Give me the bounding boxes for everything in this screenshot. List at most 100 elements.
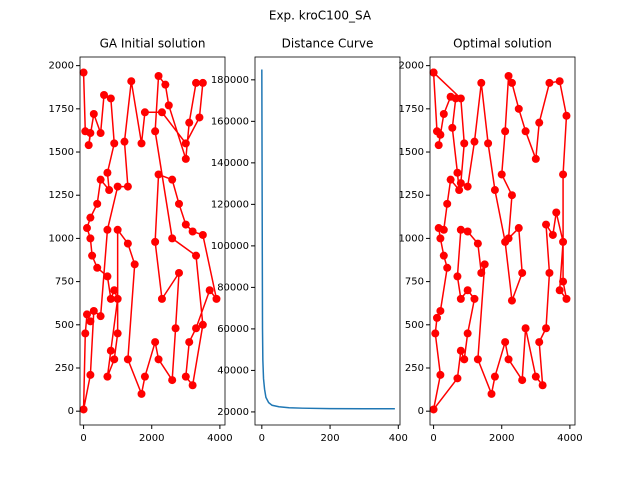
city-marker	[436, 234, 445, 243]
city-marker	[168, 376, 177, 385]
x-tick-label: 4000	[557, 433, 582, 444]
city-marker	[105, 186, 114, 195]
city-marker	[113, 182, 122, 191]
city-marker	[542, 220, 551, 229]
axes-title: Optimal solution	[453, 37, 552, 51]
x-tick-label: 4000	[207, 433, 232, 444]
city-marker	[429, 68, 438, 77]
city-marker	[137, 139, 146, 148]
y-tick-label: 0	[418, 406, 424, 417]
city-marker	[542, 324, 551, 333]
y-tick-label: 1500	[49, 147, 74, 158]
city-marker	[507, 296, 516, 305]
city-marker	[82, 310, 91, 319]
axes-frame	[79, 56, 226, 426]
axes-frame	[429, 56, 576, 426]
city-marker	[198, 78, 207, 87]
city-marker	[463, 227, 472, 236]
city-marker	[559, 277, 568, 286]
city-marker	[501, 338, 510, 347]
series-line	[82, 72, 218, 410]
city-marker	[518, 376, 527, 385]
city-marker	[154, 72, 163, 81]
city-marker	[504, 355, 513, 364]
city-marker	[151, 237, 160, 246]
city-marker	[81, 329, 90, 338]
city-marker	[113, 329, 122, 338]
city-marker	[480, 260, 489, 269]
series-line	[261, 69, 395, 410]
city-marker	[181, 372, 190, 381]
city-marker	[168, 175, 177, 184]
axes-title: Distance Curve	[282, 37, 374, 51]
city-marker	[453, 272, 462, 281]
x-tick-label: 0	[80, 433, 86, 444]
city-marker	[181, 154, 190, 163]
city-marker	[548, 230, 557, 239]
y-tick-label: 1000	[399, 233, 424, 244]
city-marker	[431, 329, 440, 338]
city-marker	[455, 186, 464, 195]
city-marker	[89, 306, 98, 315]
city-marker	[490, 186, 499, 195]
y-tick-label: 140000	[211, 158, 249, 169]
city-marker	[181, 139, 190, 148]
city-marker	[174, 199, 183, 208]
axes-frame	[254, 56, 401, 426]
city-marker	[477, 78, 486, 87]
city-marker	[504, 72, 513, 81]
city-marker	[497, 170, 506, 179]
city-marker	[562, 294, 571, 303]
city-marker	[137, 389, 146, 398]
y-tick-label: 1250	[49, 190, 74, 201]
city-marker	[82, 224, 91, 233]
series-line	[432, 72, 568, 410]
city-marker	[185, 338, 194, 347]
city-marker	[198, 320, 207, 329]
city-marker	[507, 78, 516, 87]
city-marker	[89, 110, 98, 119]
city-marker	[110, 286, 119, 295]
city-marker	[436, 370, 445, 379]
city-marker	[123, 355, 132, 364]
city-marker	[198, 230, 207, 239]
city-marker	[192, 251, 201, 260]
y-tick-label: 1250	[399, 190, 424, 201]
city-marker	[436, 306, 445, 315]
x-tick-label: 200	[321, 433, 340, 444]
city-marker	[443, 263, 452, 272]
city-marker	[140, 108, 149, 117]
city-marker	[120, 137, 129, 146]
city-marker	[484, 139, 493, 148]
city-marker	[93, 263, 102, 272]
y-tick-label: 40000	[217, 365, 249, 376]
city-marker	[434, 141, 443, 150]
city-marker	[443, 199, 452, 208]
city-marker	[110, 139, 119, 148]
y-tick-label: 750	[405, 277, 424, 288]
x-tick-label: 2000	[139, 433, 164, 444]
city-marker	[453, 168, 462, 177]
city-marker	[538, 381, 547, 390]
city-marker	[559, 237, 568, 246]
city-marker	[456, 225, 465, 234]
axes-title: GA Initial solution	[100, 37, 206, 51]
city-marker	[79, 405, 88, 414]
city-marker	[188, 227, 197, 236]
city-marker	[106, 94, 115, 103]
y-tick-label: 120000	[211, 199, 249, 210]
city-marker	[100, 91, 109, 100]
city-marker	[473, 239, 482, 248]
city-marker	[507, 191, 516, 200]
city-marker	[531, 372, 540, 381]
city-marker	[463, 182, 472, 191]
city-marker	[545, 78, 554, 87]
city-marker	[555, 77, 564, 86]
city-marker	[79, 68, 88, 77]
city-marker	[106, 294, 115, 303]
city-marker	[535, 338, 544, 347]
city-marker	[514, 104, 523, 113]
city-marker	[448, 123, 457, 132]
y-tick-label: 1750	[49, 104, 74, 115]
